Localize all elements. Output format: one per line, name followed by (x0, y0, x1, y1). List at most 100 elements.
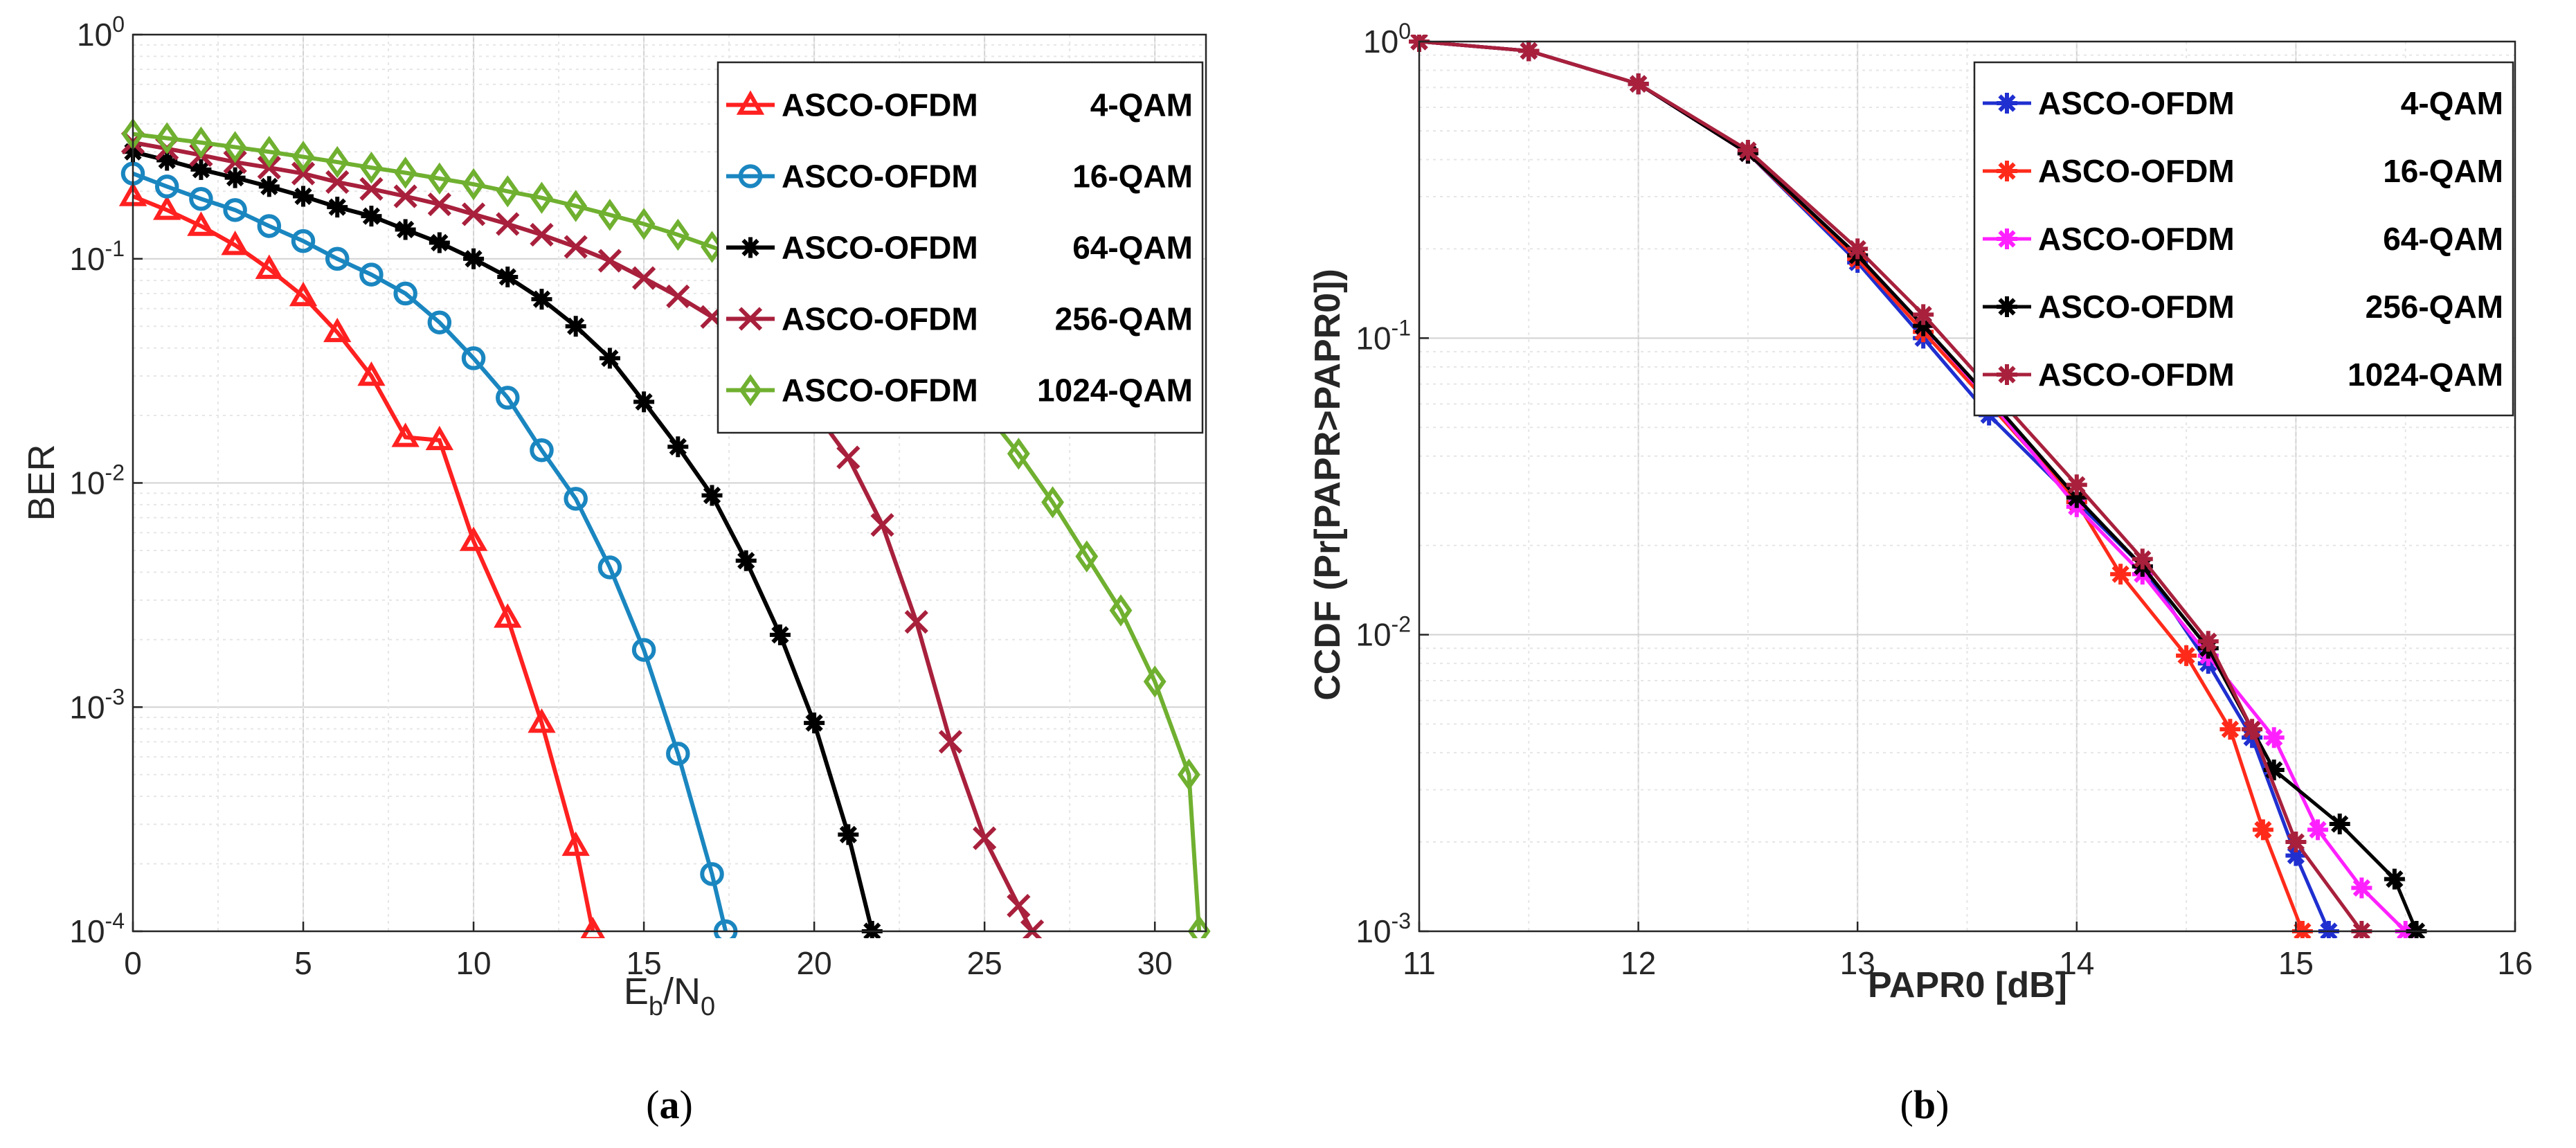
legend-name: ASCO-OFDM (2038, 85, 2235, 121)
data-point (2110, 564, 2132, 585)
legend-entry[interactable]: ASCO-OFDM 16-QAM (1983, 153, 2503, 189)
data-point (255, 254, 283, 279)
legend-marker (736, 90, 765, 115)
y-tick-label-base: 10 (1355, 913, 1391, 949)
legend-mod: 1024-QAM (2348, 357, 2503, 393)
data-point (904, 610, 928, 634)
y-tick-label: 100 (1363, 19, 1411, 60)
data-point (597, 249, 622, 273)
y-tick-label-exp: -2 (105, 460, 125, 485)
x-tick-label: 15 (2278, 945, 2314, 981)
data-point (2329, 814, 2350, 835)
x-axis-title-e: E (624, 971, 649, 1012)
x-tick-label: 30 (1137, 945, 1173, 981)
data-point (257, 214, 282, 238)
legend-mod: 64-QAM (1072, 230, 1193, 266)
data-point (223, 198, 247, 222)
legend-entry[interactable]: ASCO-OFDM 1024-QAM (726, 373, 1193, 409)
data-point (1628, 73, 1649, 95)
y-tick-label-base: 10 (1363, 24, 1398, 60)
series-4-qam (119, 181, 606, 938)
legend-name: ASCO-OFDM (782, 87, 978, 123)
data-point (2066, 487, 2087, 508)
y-tick-label-exp: -1 (105, 236, 125, 261)
caption-b-close: ) (1936, 1082, 1949, 1127)
legend-mod: 16-QAM (1072, 159, 1193, 195)
legend-name: ASCO-OFDM (2038, 221, 2235, 257)
data-point (1847, 238, 1868, 260)
legend-mod: 16-QAM (2383, 153, 2503, 189)
legend-entry[interactable]: ASCO-OFDM 16-QAM (726, 159, 1193, 195)
legend: ASCO-OFDM 4-QAM ASCO-OFDM 16-QAM ASCO-OFDM 64… (717, 61, 1204, 434)
legend-entry[interactable]: ASCO-OFDM 4-QAM (726, 87, 1193, 123)
data-point (393, 184, 417, 208)
data-point (154, 174, 179, 199)
data-point (391, 422, 420, 447)
data-point (633, 391, 655, 413)
legend-name: ASCO-OFDM (2038, 357, 2235, 393)
x-tick-label: 11 (1403, 945, 1436, 981)
legend-marker (1997, 93, 2017, 114)
y-tick-label-base: 10 (1355, 320, 1391, 356)
legend-entry[interactable]: ASCO-OFDM 1024-QAM (1983, 357, 2503, 393)
x-axis-title-sub-0: 0 (701, 992, 715, 1021)
data-point (325, 145, 349, 179)
x-tick-label: 13 (1840, 945, 1875, 981)
legend-entry[interactable]: ASCO-OFDM 256-QAM (726, 301, 1193, 337)
legend-entry[interactable]: ASCO-OFDM 4-QAM (1983, 85, 2503, 121)
data-point (359, 262, 384, 287)
data-point (530, 222, 554, 247)
data-point (1143, 665, 1167, 698)
data-point (1007, 438, 1030, 470)
legend-entry[interactable]: ASCO-OFDM 256-QAM (1983, 289, 2503, 325)
x-axis-title-sub-b: b (649, 992, 663, 1021)
caption-b: (b) (1900, 1082, 1949, 1127)
data-point (2384, 868, 2405, 890)
data-point (2197, 631, 2219, 652)
legend-entry[interactable]: ASCO-OFDM 64-QAM (1983, 221, 2503, 257)
data-point (325, 246, 350, 271)
data-point (187, 211, 215, 236)
x-axis-title: PAPR0 [dB] (1868, 965, 2067, 1005)
data-point (2285, 845, 2307, 866)
data-point (2066, 474, 2087, 496)
y-tick-label: 10-4 (69, 908, 125, 949)
legend-marker (1997, 364, 2017, 385)
data-point (221, 231, 249, 255)
data-point (2263, 727, 2285, 748)
y-tick-label-exp: -3 (105, 684, 125, 709)
caption-a: (a) (646, 1082, 693, 1127)
series-line (132, 140, 1034, 933)
data-point (357, 361, 386, 386)
legend-marker (1997, 161, 2017, 181)
legend-entry[interactable]: ASCO-OFDM 64-QAM (726, 230, 1193, 266)
x-tick-label: 20 (797, 945, 832, 981)
data-point (564, 190, 588, 222)
data-point (427, 310, 452, 334)
data-point (425, 425, 454, 451)
data-point (735, 550, 757, 571)
legend-mod: 256-QAM (2366, 289, 2503, 325)
y-tick-label-exp: -1 (1391, 315, 1411, 340)
data-point (1913, 315, 1934, 337)
data-point (463, 248, 485, 269)
y-tick-label-base: 10 (69, 465, 105, 501)
data-point (189, 126, 213, 159)
x-tick-label: 25 (967, 945, 1002, 981)
data-point (1007, 893, 1031, 918)
data-point (494, 603, 522, 628)
data-point (359, 177, 384, 201)
legend: ASCO-OFDM 4-QAM ASCO-OFDM 16-QAM ASCO-OFDM 64… (1973, 61, 2514, 417)
data-point (2285, 832, 2307, 853)
data-point (1075, 540, 1099, 573)
data-point (666, 218, 690, 251)
legend-name: ASCO-OFDM (782, 373, 978, 409)
y-axis-title: BER (21, 444, 62, 521)
data-point (564, 235, 588, 259)
data-point (530, 181, 553, 214)
caption-b-label: b (1913, 1082, 1936, 1127)
data-point (428, 162, 451, 195)
data-point (496, 386, 520, 410)
caption-a-close: ) (680, 1082, 693, 1127)
